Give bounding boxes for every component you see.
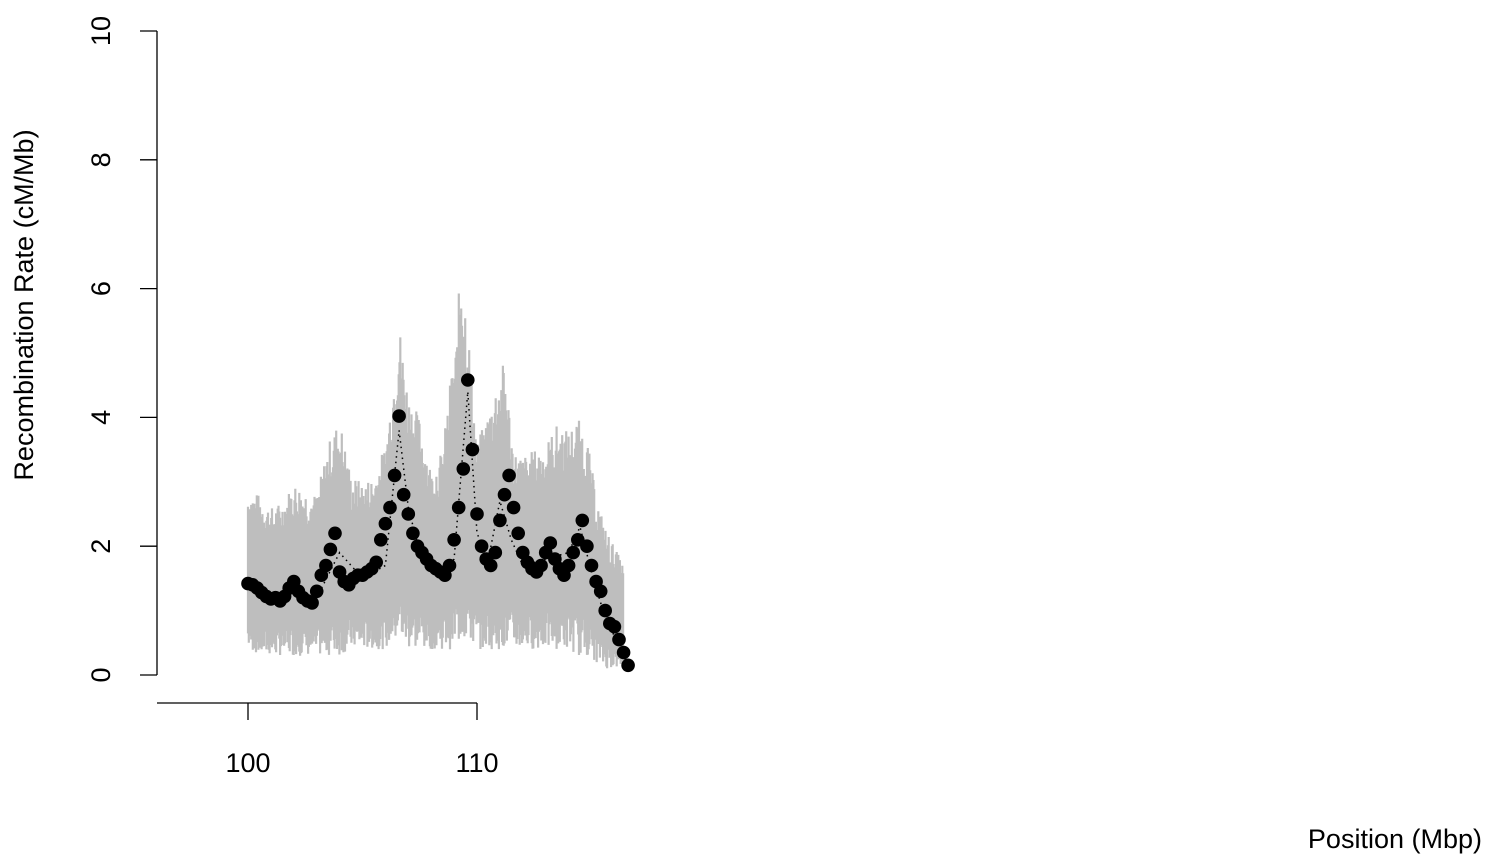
y-tick-label: 8	[86, 152, 116, 167]
data-point	[474, 539, 489, 553]
data-point	[374, 533, 388, 547]
data-point	[543, 536, 558, 550]
data-point	[378, 516, 393, 531]
x-axis: 100 110	[157, 702, 499, 778]
data-point	[580, 539, 594, 553]
data-point	[442, 558, 457, 573]
data-point	[502, 468, 516, 483]
data-point	[369, 555, 384, 570]
data-point	[406, 526, 420, 541]
data-point	[584, 558, 599, 573]
x-tick-label: 110	[455, 748, 498, 778]
data-point	[616, 645, 631, 660]
y-axis: 0 2 4 6 8 10	[86, 16, 158, 683]
data-point	[323, 542, 338, 557]
data-point	[612, 632, 626, 647]
data-point	[383, 500, 397, 515]
y-tick-label: 4	[86, 410, 116, 425]
data-point	[593, 584, 608, 599]
data-point	[319, 558, 333, 573]
data-point	[465, 442, 480, 457]
x-axis-title: Position (Mbp)	[1308, 824, 1482, 854]
data-point	[305, 596, 319, 610]
data-point	[575, 513, 590, 528]
data-point	[497, 487, 512, 502]
data-point	[511, 526, 525, 541]
data-point	[561, 558, 576, 573]
data-point	[621, 658, 635, 673]
data-point	[506, 500, 521, 515]
data-point	[328, 526, 342, 541]
data-point	[451, 500, 466, 515]
data-point	[534, 558, 548, 573]
confidence-band	[246, 293, 625, 669]
y-tick-label: 0	[86, 667, 116, 682]
data-point	[488, 545, 503, 560]
x-tick-label: 100	[225, 748, 270, 778]
data-point	[309, 584, 324, 599]
data-point	[483, 558, 498, 573]
data-point	[387, 468, 402, 483]
y-axis-title: Recombination Rate (cM/Mb)	[9, 129, 39, 480]
y-tick-label: 2	[86, 539, 116, 554]
data-point	[456, 462, 471, 476]
data-point	[447, 533, 461, 547]
data-point	[607, 619, 622, 634]
data-point	[470, 507, 484, 521]
data-point	[566, 545, 580, 560]
y-tick-label: 6	[86, 281, 116, 296]
data-point	[598, 603, 612, 618]
data-point	[392, 409, 406, 423]
data-point	[401, 507, 416, 521]
data-point	[396, 487, 411, 502]
data-point	[493, 513, 507, 528]
data-points	[241, 373, 635, 673]
data-point	[461, 373, 475, 387]
y-tick-label: 10	[86, 16, 116, 46]
